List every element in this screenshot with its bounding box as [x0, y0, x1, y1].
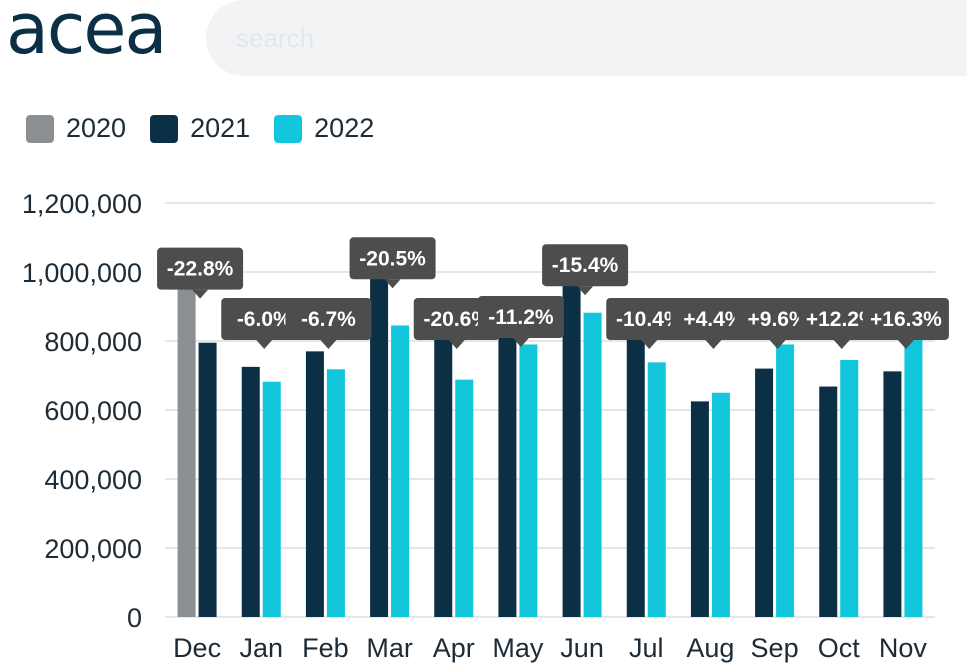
pct-label-box	[542, 244, 629, 287]
bar-2021-sep	[755, 368, 774, 617]
pct-change-label: -20.5%	[359, 247, 426, 270]
pct-change-label: -15.4%	[552, 254, 619, 277]
legend-label: 2020	[66, 113, 127, 143]
pct-change-label: +4.4%	[683, 308, 743, 331]
bar-2022-apr	[455, 379, 474, 617]
pct-label-pointer	[192, 289, 209, 299]
pct-label-pointer	[833, 340, 850, 349]
bar-2022-jun	[583, 312, 602, 617]
x-tick-label: Oct	[818, 633, 861, 663]
x-tick-label: Aug	[686, 633, 734, 663]
bar-2021-nov	[883, 371, 902, 617]
pct-change-label: +16.3%	[870, 308, 942, 331]
x-tick-label: Dec	[173, 633, 221, 663]
x-tick-label: Mar	[366, 633, 413, 663]
legend-label: 2022	[314, 113, 375, 143]
legend-item-2020: 2020	[26, 113, 126, 144]
bar-2022-nov	[904, 331, 923, 617]
legend-item-2022: 2022	[274, 113, 374, 144]
bar-2022-oct	[840, 359, 859, 617]
bar-2021-apr	[434, 318, 453, 617]
bar-2021-mar	[370, 251, 389, 618]
bar-2022-mar	[391, 325, 410, 617]
pct-label-box	[349, 237, 436, 280]
bar-2022-jul	[647, 362, 666, 617]
pct-label-pointer	[705, 340, 722, 349]
pct-change-label: -6.0%	[237, 308, 292, 331]
pct-change-label: -11.2%	[488, 306, 554, 329]
bar-2022-sep	[776, 344, 795, 617]
pct-change-label: -10.4%	[616, 308, 683, 331]
legend-swatch	[274, 114, 303, 143]
y-tick-label: 600,000	[44, 396, 142, 426]
chart-legend: 2020 2021 2022	[26, 113, 374, 144]
y-tick-label: 800,000	[44, 327, 142, 357]
bar-2021-aug	[690, 401, 709, 617]
bar-2021-jun	[562, 258, 581, 617]
bar-2022-aug	[711, 392, 730, 617]
bar-2022-feb	[326, 369, 345, 617]
pct-label-pointer	[448, 340, 465, 349]
bar-2022-may	[519, 344, 538, 617]
pct-label-pointer	[320, 340, 337, 349]
x-tick-label: Feb	[302, 633, 349, 663]
y-tick-label: 1,000,000	[22, 258, 142, 288]
legend-label: 2021	[190, 113, 251, 143]
acea-logo: acea	[6, 0, 167, 64]
bar-2020-dec	[177, 261, 196, 617]
legend-item-2021: 2021	[150, 113, 250, 144]
pct-change-label: -22.8%	[167, 258, 234, 281]
pct-change-label: -20.6%	[423, 308, 490, 331]
pct-label-pointer	[641, 340, 658, 349]
pct-label-box	[477, 295, 564, 338]
pct-label-pointer	[577, 286, 594, 296]
pct-label-box	[862, 298, 949, 340]
pct-label-box	[285, 298, 372, 340]
x-tick-label: Sep	[751, 633, 799, 663]
y-tick-label: 200,000	[44, 534, 142, 564]
search-input[interactable]	[206, 0, 967, 76]
x-tick-label: Jul	[629, 633, 664, 663]
x-tick-label: May	[492, 633, 544, 663]
x-tick-label: Nov	[879, 633, 928, 663]
legend-swatch	[150, 114, 179, 143]
pct-change-label: +12.2%	[806, 308, 878, 331]
bar-2021-jan	[241, 366, 260, 617]
pct-label-pointer	[384, 279, 401, 289]
pct-label-pointer	[256, 340, 273, 349]
pct-label-pointer	[512, 337, 529, 347]
bar-2021-feb	[305, 351, 324, 617]
pct-label-pointer	[769, 340, 786, 349]
legend-swatch	[26, 114, 54, 143]
pct-label-pointer	[897, 340, 914, 349]
y-tick-label: 1,200,000	[22, 189, 142, 219]
bar-2021-oct	[819, 386, 838, 617]
pct-change-label: -6.7%	[301, 308, 356, 331]
x-tick-label: Jun	[560, 633, 604, 663]
pct-label-box	[157, 247, 244, 290]
bar-2021-jul	[626, 332, 645, 617]
pct-change-label: +9.6%	[748, 308, 808, 331]
x-tick-label: Apr	[433, 633, 475, 663]
bar-2022-jan	[262, 381, 281, 617]
logo-text: acea	[6, 0, 167, 70]
y-tick-label: 400,000	[44, 465, 142, 495]
bar-2021-may	[498, 309, 517, 617]
x-tick-label: Jan	[239, 633, 283, 663]
bar-2021-dec	[198, 342, 217, 617]
y-tick-label: 0	[127, 603, 142, 633]
